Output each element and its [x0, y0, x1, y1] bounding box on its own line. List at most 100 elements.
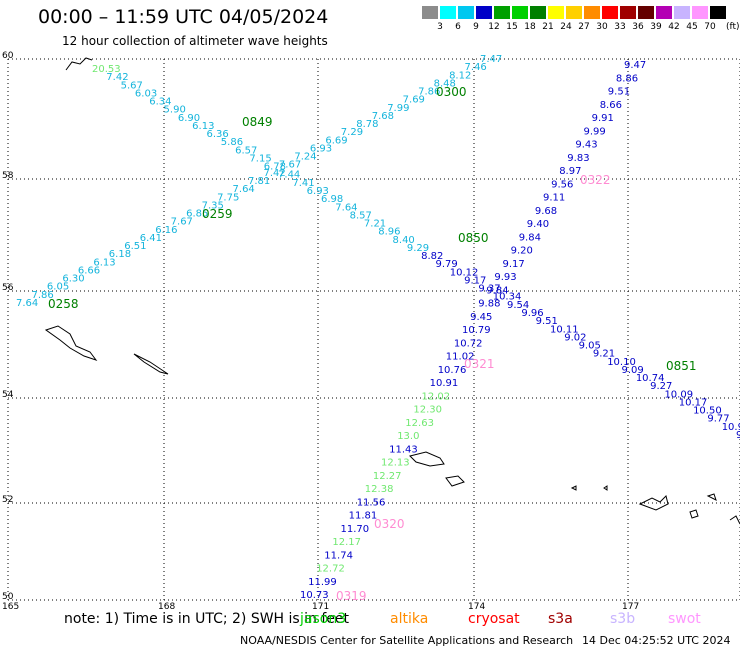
wave-height-value: 12.13 [381, 458, 410, 469]
wave-height-value: 13.0 [397, 431, 419, 442]
wave-height-value: 12.17 [332, 537, 361, 548]
wave-height-value: 7.64 [16, 298, 38, 309]
pass-time-label: 0321 [464, 357, 495, 371]
wave-height-value: 6.13 [192, 121, 214, 132]
wave-height-value: 7.15 [249, 153, 271, 164]
lon-label: 168 [158, 602, 175, 612]
wave-height-value: 6.13 [93, 257, 115, 268]
wave-height-value: 8.57 [350, 210, 372, 221]
wave-height-value: 9.17 [464, 275, 486, 286]
wave-height-value: 10.76 [438, 365, 467, 376]
pass-time-label: 0851 [666, 359, 697, 373]
wave-height-value: 6.93 [310, 143, 332, 154]
wave-height-value: 12.02 [422, 391, 451, 402]
legend-swatch [584, 6, 600, 19]
wave-height-value: 6.36 [206, 129, 228, 140]
legend-bin-label: 15 [506, 22, 518, 32]
wave-height-value: 12.30 [413, 405, 442, 416]
map-subtitle: 12 hour collection of altimeter wave hei… [62, 34, 328, 48]
island-unalaska [409, 451, 445, 467]
pass-time-label: 0258 [48, 297, 79, 311]
wave-height-value: 7.69 [403, 95, 425, 106]
note-text: note: 1) Time is in UTC; 2) SWH is in fe… [64, 611, 350, 627]
wave-height-value: 9.20 [511, 246, 533, 257]
wave-height-value: 10.11 [550, 324, 579, 335]
legend-bin-label: 18 [524, 22, 536, 32]
legend-swatch [422, 6, 438, 19]
wave-height-value: 9.27 [650, 381, 672, 392]
wave-height-value: 9.37 [478, 284, 500, 295]
wave-height-value: 12.72 [316, 564, 345, 575]
wave-height-value: 6.69 [325, 135, 347, 146]
legend-swatch [566, 6, 582, 19]
wave-height-value: 5.86 [221, 137, 243, 148]
wave-height-value: 9.02 [564, 332, 586, 343]
island-east-2 [689, 509, 699, 519]
wave-height-value: 11.70 [341, 524, 370, 535]
wave-height-value: 7.68 [372, 111, 394, 122]
legend-bin-label: 39 [650, 22, 662, 32]
wave-height-value: 7.44 [278, 170, 300, 181]
wave-height-value: 8.97 [559, 166, 581, 177]
satellite-label: swot [668, 611, 701, 627]
wave-height-value: 9.05 [579, 341, 601, 352]
wave-height-value: 8.96 [378, 227, 400, 238]
pass-time-label: 0322 [580, 173, 611, 187]
wave-height-value: 12.27 [373, 471, 402, 482]
islet-1 [570, 485, 577, 491]
wave-height-value: 6.16 [155, 225, 177, 236]
wave-height-value: 6.51 [124, 241, 146, 252]
pass-time-label: 0320 [374, 517, 405, 531]
lat-label: 54 [2, 390, 14, 400]
wave-height-value: 9.56 [551, 179, 573, 190]
wave-height-value: 9.09 [622, 365, 644, 376]
legend-swatch [530, 6, 546, 19]
wave-height-value: 8.86 [616, 73, 638, 84]
wave-height-value: 7.75 [217, 192, 239, 203]
wave-height-value: 10.79 [462, 325, 491, 336]
legend-bin-label: 36 [632, 22, 644, 32]
wave-height-tracks: 20.537.425.676.036.345.906.906.136.365.8… [16, 54, 740, 601]
wave-height-value: 10.17 [679, 397, 708, 408]
wave-height-value: 9.91 [592, 113, 614, 124]
wave-height-value: 9.68 [535, 206, 557, 217]
wave-height-value: 9.84 [486, 285, 508, 296]
lat-label: 58 [2, 171, 14, 181]
wave-height-value: 5.90 [164, 105, 186, 116]
legend-bin-label: 30 [596, 22, 608, 32]
legend-swatch [440, 6, 456, 19]
legend-swatch [620, 6, 636, 19]
wave-height-value: 9.83 [567, 153, 589, 164]
wave-height-value: 8.78 [356, 119, 378, 130]
wave-height-value: 7.81 [248, 176, 270, 187]
wave-height-value: 6.57 [235, 145, 257, 156]
pass-time-label: 0259 [202, 207, 233, 221]
wave-height-value: 12.63 [405, 418, 434, 429]
wave-height-value: 10.74 [636, 373, 665, 384]
wave-height-value: 9.96 [521, 308, 543, 319]
legend-swatch [710, 6, 726, 19]
wave-height-value: 7.86 [31, 290, 53, 301]
credit-text: NOAA/NESDIS Center for Satellite Applica… [240, 634, 574, 647]
wave-height-value: 6.90 [178, 113, 200, 124]
wave-height-value: 7.46 [465, 62, 487, 73]
wave-height-value: 9.29 [407, 243, 429, 254]
lon-label: 171 [312, 602, 329, 612]
wave-height-value: 10.9 [722, 422, 740, 433]
wave-height-value: 9.93 [494, 272, 516, 283]
lat-label: 60 [2, 51, 14, 61]
map-title: 00:00 – 11:59 UTC 04/05/2024 [38, 6, 329, 28]
timestamp-text: 14 Dec 04:25:52 UTC 2024 [582, 634, 731, 647]
legend-swatch [656, 6, 672, 19]
wave-height-value: 11.56 [357, 497, 386, 508]
wave-height-value: 9.17 [503, 259, 525, 270]
wave-height-value: 11.81 [349, 511, 378, 522]
lon-label: 174 [468, 602, 485, 612]
legend-swatch [602, 6, 618, 19]
legend-bin-label: 21 [542, 22, 554, 32]
wave-height-value: 6.78 [264, 162, 286, 173]
wave-height-value: 7.29 [341, 127, 363, 138]
satellite-label: s3a [548, 611, 573, 627]
time-labels: 0849 0259 0258 0300 0850 0851 0321 0322 0320 0319 [48, 85, 697, 603]
